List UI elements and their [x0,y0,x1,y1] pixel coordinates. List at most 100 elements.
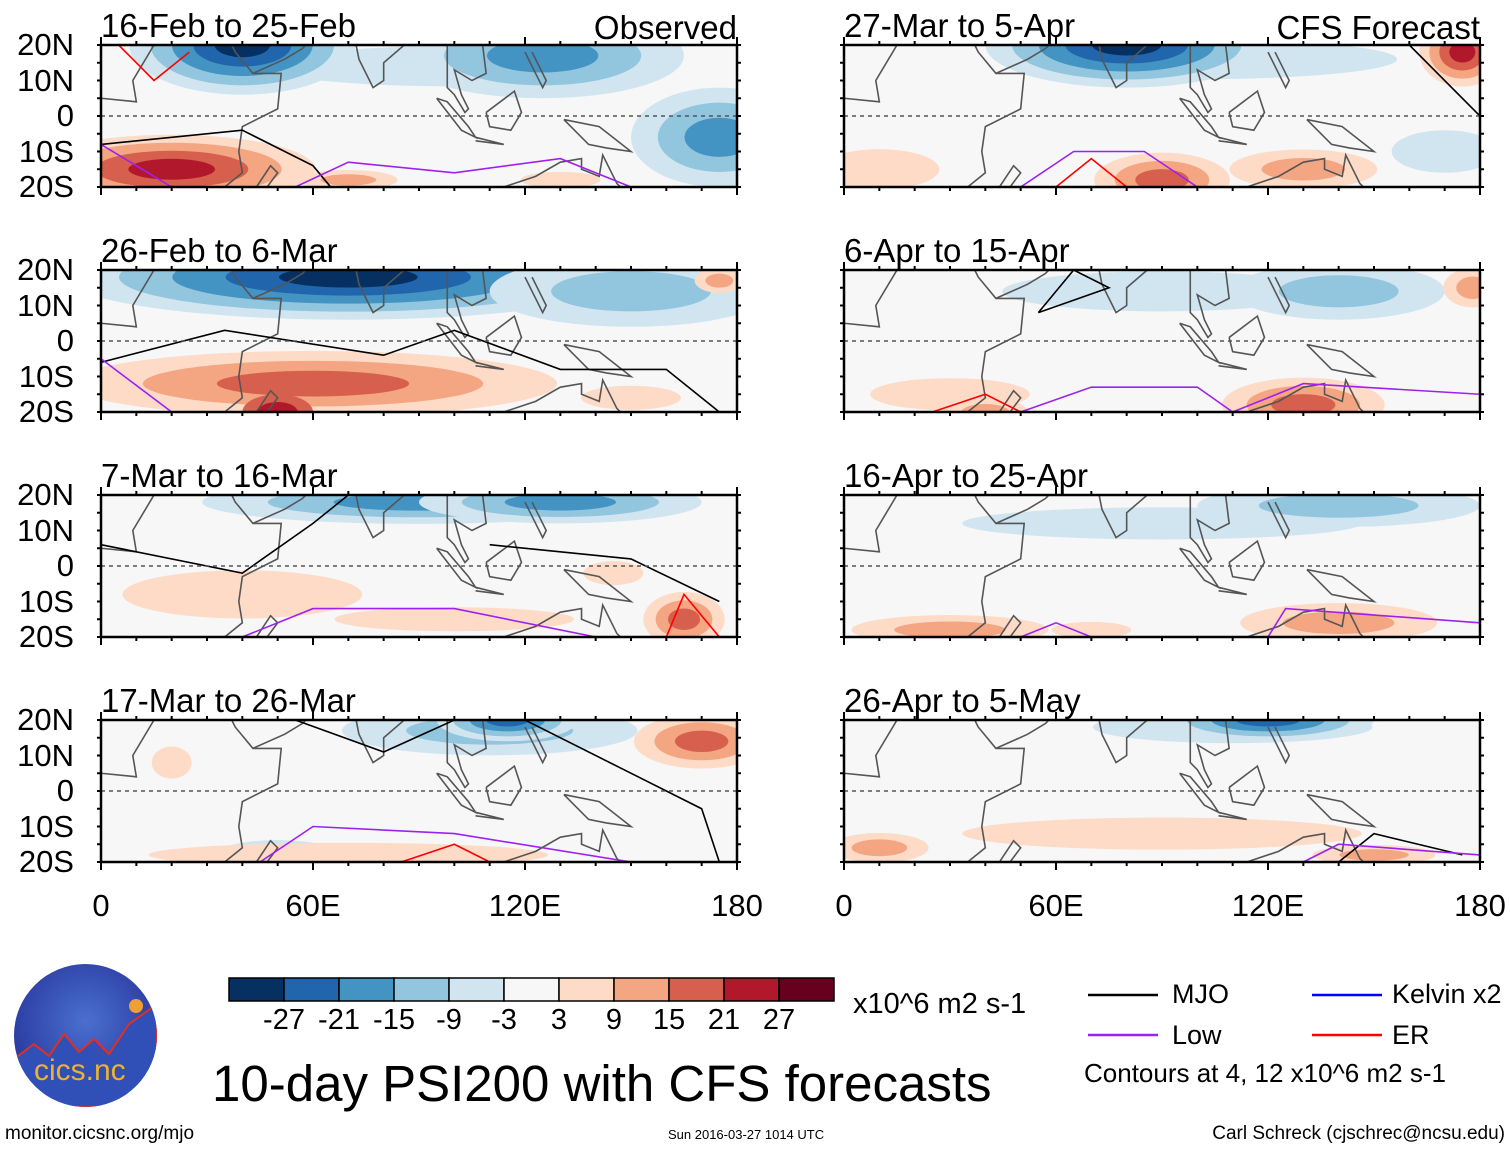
coastline [355,45,406,89]
coastline [436,772,478,815]
anomaly-shading [485,720,529,727]
colorbar-label: -27 [263,1004,305,1036]
lon-tick-label: 60E [1028,888,1084,923]
wave-contour [1020,150,1198,187]
coastline [1306,568,1377,603]
lat-tick-label: 0 [56,323,74,358]
coastline [224,720,283,862]
anomaly-shading [1271,394,1336,412]
wave-contour [118,45,190,82]
wave-contour [101,129,332,187]
colorbar-swatch [558,977,615,1002]
wave-contour [932,393,1022,412]
coastline [224,270,283,412]
colorbar-swatch [723,977,780,1002]
wave-contour [101,329,720,412]
coastline [436,97,478,140]
footer-url[interactable]: monitor.cicsnc.org/mjo [5,1123,195,1144]
coastline [998,164,1022,187]
coastline [475,136,504,146]
anomaly-shading [279,270,418,288]
wave-contour [101,143,173,187]
wave-contour [1338,832,1463,862]
anomaly-shading [504,495,616,511]
coastline [844,720,898,778]
coastline [995,495,1051,525]
coastline [563,793,634,828]
coastline [475,361,504,371]
anomaly-shading [487,45,599,73]
lon-tick-label: 60E [285,888,341,923]
coastline [1228,539,1266,582]
coastline [1228,89,1266,132]
anomaly-shading [1282,611,1395,634]
panel-title: 16-Feb to 25-Feb [101,7,356,44]
anomaly-shading [1278,275,1399,308]
colorbar-swatch [613,977,670,1002]
panel-title: 17-Mar to 26-Mar [101,682,356,719]
coastline [844,495,898,553]
anomaly-shading [961,403,1010,412]
panel-title: 26-Feb to 6-Mar [101,232,338,269]
coastline [1306,343,1377,378]
anomaly-shading [214,45,271,58]
wave-contour [1267,607,1480,637]
coastline [475,811,504,821]
logo-text: cics.nc [34,1054,126,1087]
coastline [844,45,898,103]
coastline [503,827,621,862]
coastline [524,276,548,315]
wave-contour [294,157,632,187]
coastline [1098,495,1149,539]
coastline [1267,51,1291,90]
colorbar-swatch [338,977,395,1002]
lon-tick-label: 0 [835,888,853,923]
coastline [967,45,1026,187]
panel-source-label: Observed [593,9,737,46]
anomaly-shading [844,149,940,187]
lon-tick-label: 120E [1231,888,1305,923]
coastline [995,45,1051,75]
lat-tick-label: 10S [18,358,74,394]
panel-title: 16-Apr to 25-Apr [844,457,1088,494]
anomaly-shading [148,842,548,862]
coastline [1218,136,1247,146]
map-panel [840,712,1484,870]
coastline [436,547,478,590]
colorbar-label: 9 [605,1004,623,1036]
anomaly-shading [1339,849,1409,861]
coastline [563,118,634,153]
wave-contour [401,843,491,862]
wave-contour [242,607,596,637]
lat-tick-label: 0 [56,773,74,808]
lat-tick-label: 20N [17,477,74,512]
coastline [255,839,279,862]
coastline [1189,270,1230,339]
coastline [1189,45,1230,114]
panel-title: 7-Mar to 16-Mar [101,457,338,494]
coastline [101,495,155,553]
coastline [967,270,1026,412]
colorbar-label: -21 [318,1004,360,1036]
map-panel [97,262,741,420]
wave-contour [1037,270,1112,314]
lat-tick-label: 20N [17,27,74,62]
anomaly-shading [551,271,711,312]
coastline [967,720,1026,862]
coastline [1228,764,1266,807]
coastline [255,389,279,412]
panel-title: 27-Mar to 5-Apr [844,7,1076,44]
lat-tick-label: 10N [17,737,74,773]
coastline [485,539,523,582]
lat-tick-label: 10N [17,287,74,323]
contour-note: Contours at 4, 12 x10^6 m2 s-1 [1084,1058,1446,1088]
wave-contour [101,358,173,412]
lat-tick-label: 10N [17,512,74,548]
lat-tick-label: 20N [17,252,74,287]
anomaly-shading [894,621,1006,637]
lat-tick-label: 0 [56,98,74,133]
colorbar-swatch [228,977,285,1002]
anomaly-shading [520,171,601,187]
coastline [255,164,279,187]
